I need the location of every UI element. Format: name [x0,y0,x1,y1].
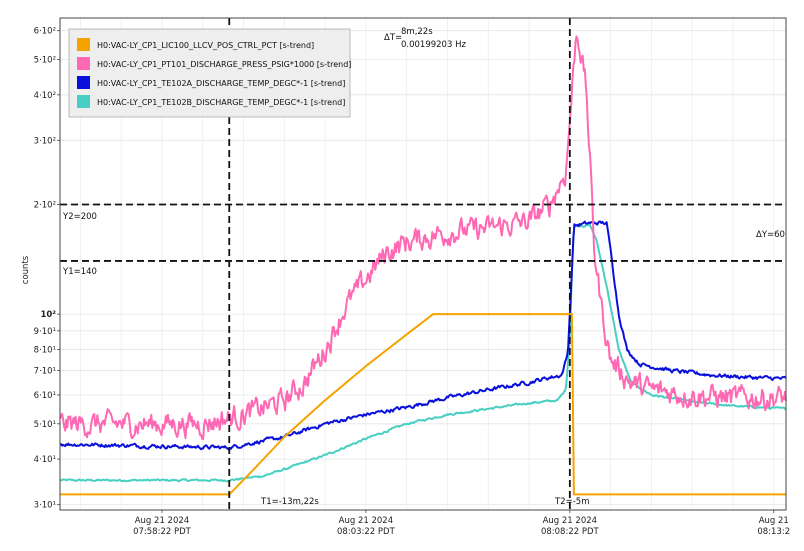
series-line [60,220,787,451]
legend-swatch [77,76,90,89]
series-line [59,35,787,441]
y-tick-label: 4·10¹ [34,455,56,465]
x-tick-label: 08:08:22 PDT [541,527,600,537]
y-tick-label: 3·10² [34,136,56,146]
y-axis-ticks: 3·10¹ 4·10¹ 5·10¹ 6·10¹ 7·10¹ 8·10¹ 9·10¹ 10² 2·… [34,27,60,511]
y-tick-label: 3·10¹ [34,501,56,511]
cursor-y2-label: Y2=200 [62,212,97,222]
legend-entry-label: H0:VAC-LY_CP1_LIC100_LLCV_POS_CTRL_PCT [… [97,41,314,50]
cursor-t1-label: T1=-13m,22s [260,497,319,507]
y-axis-label: counts [21,255,31,284]
y-tick-label: 6·10² [34,27,56,37]
legend-box [68,28,351,118]
series-lines [59,35,787,496]
y-tick-label: 6·10¹ [34,391,56,401]
delta-t-symbol: ΔT= [384,33,402,43]
cursor-y1-label: Y1=140 [62,267,97,277]
legend-entry-label: H0:VAC-LY_CP1_TE102A_DISCHARGE_TEMP_DEGC… [97,79,345,88]
delta-t-frequency: 0.00199203 Hz [401,40,466,50]
x-tick-label: 08:03:22 PDT [337,527,396,537]
x-tick-label: 08:13:2 [757,527,790,537]
y-tick-label: 7·10¹ [34,367,56,377]
x-tick-label: 07:58:22 PDT [133,527,192,537]
delta-t-value: 8m,22s [401,27,433,37]
delta-y-label: ΔY=60 [756,230,785,240]
y-tick-label: 2·10² [34,200,56,210]
x-tick-label: Aug 21 2024 [543,516,597,526]
legend-entry-label: H0:VAC-LY_CP1_PT101_DISCHARGE_PRESS_PSIG… [97,60,351,69]
x-tick-label: Aug 21 2024 [339,516,393,526]
y-tick-label: 4·10² [34,91,56,101]
legend-swatch [77,57,90,70]
y-tick-label: 9·10¹ [34,327,56,337]
y-tick-label: 10² [40,310,56,320]
legend: H0:VAC-LY_CP1_LIC100_LLCV_POS_CTRL_PCT [… [68,28,351,118]
series-line [59,223,787,483]
cursor-lines [60,18,786,510]
legend-entry-label: H0:VAC-LY_CP1_TE102B_DISCHARGE_TEMP_DEGC… [97,98,345,107]
legend-swatch [77,95,90,108]
y-tick-label: 5·10² [34,56,56,66]
legend-swatch [77,38,90,51]
series-line [60,313,786,496]
y-tick-label: 8·10¹ [34,345,56,355]
x-tick-label: Aug 21 [759,516,789,526]
plot-frame [59,17,787,511]
x-tick-label: Aug 21 2024 [135,516,189,526]
y-tick-label: 5·10¹ [34,420,56,430]
legend-items: H0:VAC-LY_CP1_LIC100_LLCV_POS_CTRL_PCT [… [77,38,351,108]
cursor-t2-label: T2=-5m [554,497,589,507]
